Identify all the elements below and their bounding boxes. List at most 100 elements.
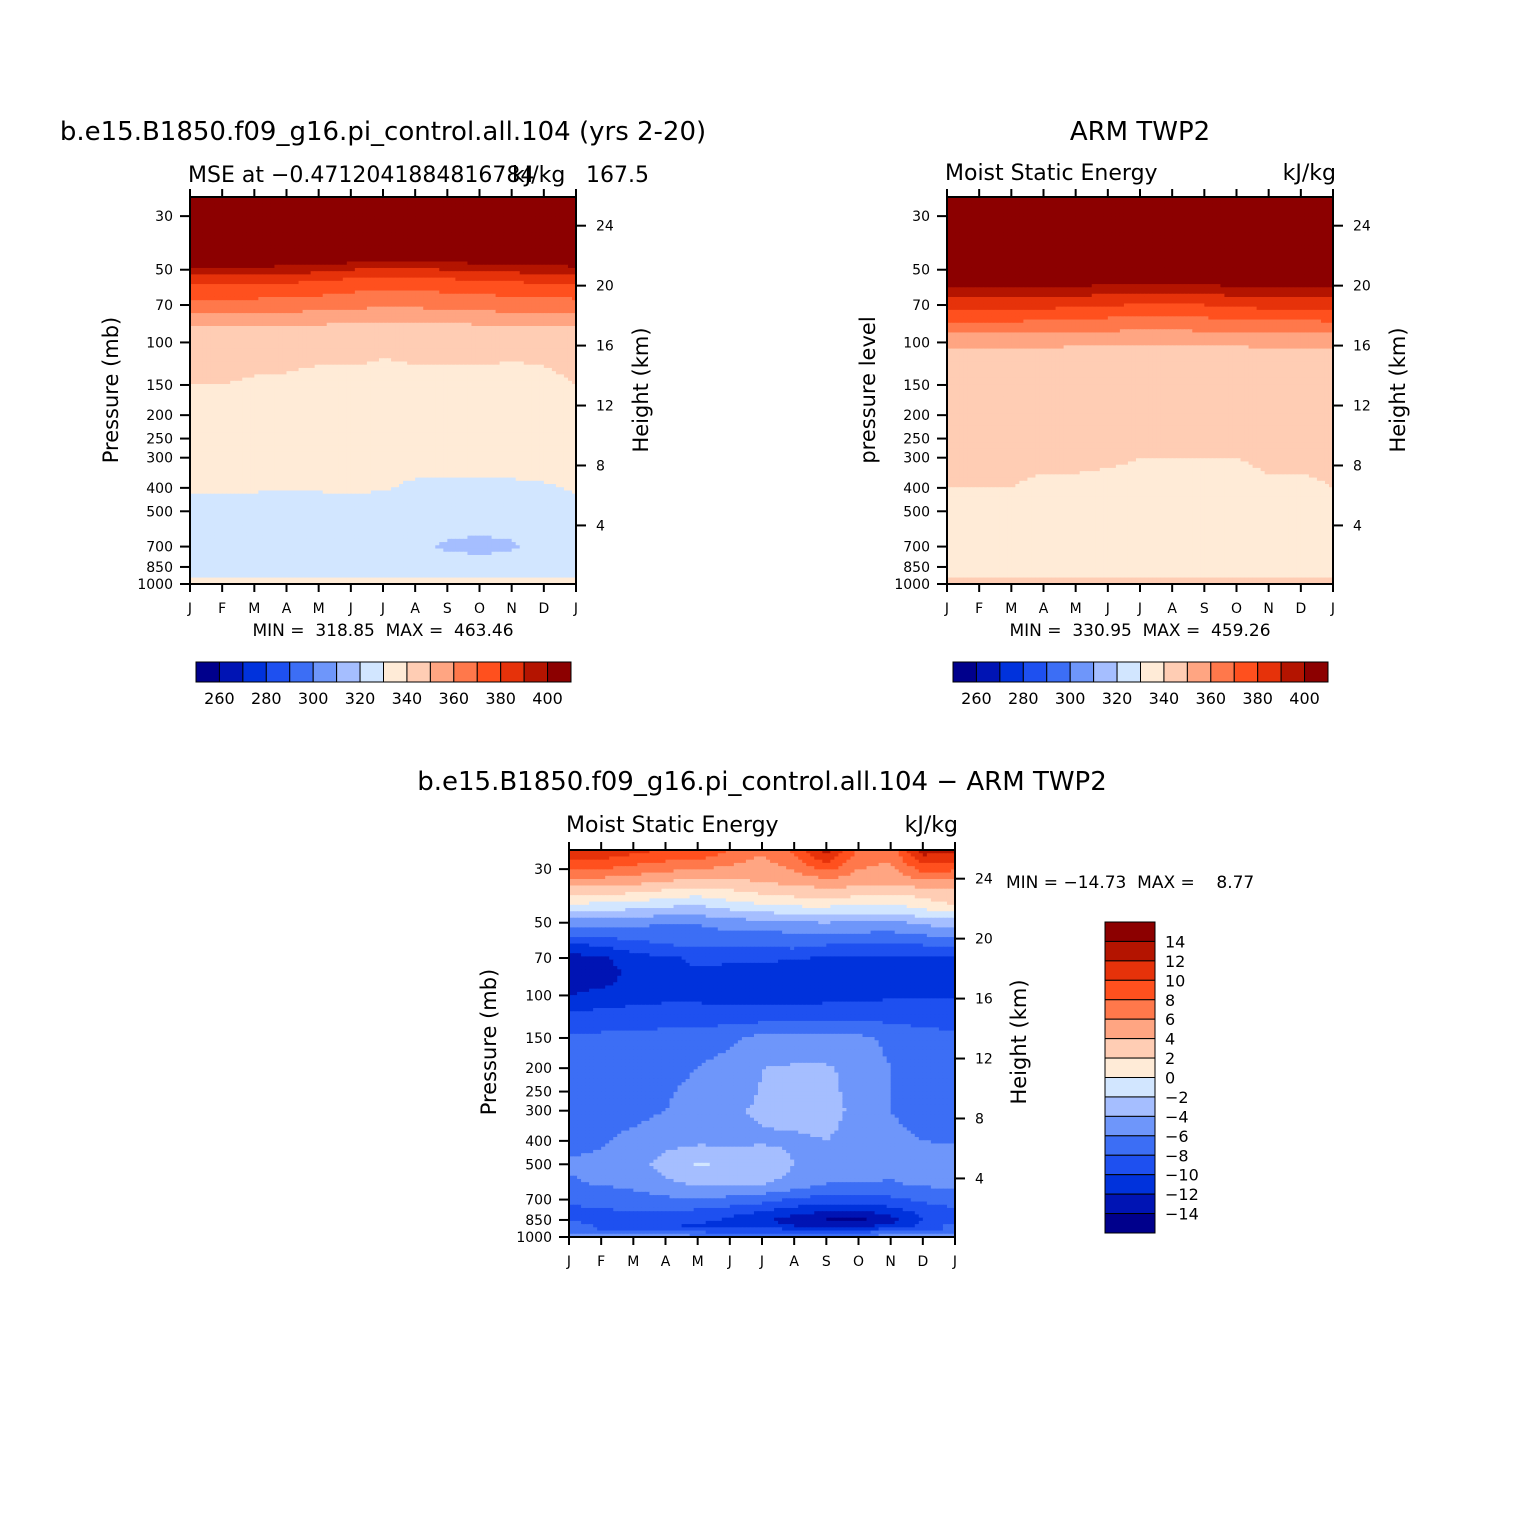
contour-cell — [479, 326, 485, 330]
contour-cell — [419, 238, 424, 243]
contour-cell — [427, 300, 432, 305]
contour-cell — [198, 332, 203, 337]
contour-cell — [202, 361, 207, 366]
contour-cell — [302, 248, 308, 253]
contour-cell — [238, 216, 243, 221]
contour-cell — [503, 213, 509, 217]
contour-cell — [226, 229, 231, 234]
contour-cell — [330, 251, 336, 256]
contour-cell — [463, 316, 469, 321]
contour-cell — [423, 238, 428, 243]
contour-cell — [254, 267, 259, 272]
contour-cell — [294, 361, 300, 366]
contour-cell — [559, 303, 565, 308]
contour-cell — [527, 306, 533, 311]
contour-cell — [194, 316, 199, 321]
contour-cell — [218, 329, 223, 334]
contour-cell — [338, 348, 344, 353]
contour-cell — [286, 329, 292, 334]
contour-cell — [298, 342, 304, 346]
contour-cell — [455, 358, 460, 363]
contour-cell — [455, 348, 460, 353]
contour-cell — [346, 358, 352, 363]
contour-cell — [531, 258, 537, 263]
contour-cell — [535, 342, 541, 346]
contour-cell — [519, 258, 525, 263]
contour-cell — [431, 200, 436, 205]
contour-cell — [374, 316, 380, 321]
contour-cell — [374, 293, 380, 298]
contour-cell — [471, 296, 477, 301]
contour-cell — [242, 229, 247, 234]
contour-cell — [415, 296, 420, 301]
contour-cell — [294, 229, 300, 234]
contour-cell — [318, 248, 324, 253]
contour-cell — [310, 303, 316, 308]
contour-cell — [531, 277, 537, 282]
contour-cell — [238, 313, 243, 317]
contour-cell — [314, 300, 320, 305]
contour-cell — [447, 348, 452, 353]
contour-cell — [543, 293, 549, 298]
contour-cell — [358, 251, 364, 256]
contour-cell — [407, 355, 412, 359]
contour-cell — [391, 274, 396, 279]
contour-cell — [475, 329, 481, 334]
contour-cell — [262, 284, 267, 288]
contour-cell — [234, 200, 239, 205]
contour-cell — [210, 287, 215, 292]
contour-cell — [282, 255, 288, 259]
contour-cell — [531, 303, 537, 308]
contour-cell — [475, 319, 481, 324]
contour-cell — [487, 355, 493, 359]
contour-cell — [387, 313, 392, 317]
contour-cell — [443, 358, 448, 363]
contour-cell — [246, 264, 251, 269]
contour-cell — [427, 293, 432, 298]
contour-cell — [370, 338, 376, 343]
contour-cell — [282, 358, 288, 363]
contour-cell — [551, 242, 557, 246]
contour-cell — [370, 335, 376, 340]
contour-cell — [262, 229, 267, 234]
contour-cell — [383, 229, 388, 234]
contour-cell — [419, 248, 424, 253]
contour-cell — [318, 216, 324, 221]
contour-cell — [222, 306, 227, 311]
contour-cell — [479, 355, 485, 359]
contour-cell — [298, 232, 304, 237]
contour-cell — [519, 235, 525, 240]
contour-cell — [519, 261, 525, 266]
contour-cell — [202, 271, 207, 276]
contour-cell — [242, 200, 247, 205]
contour-cell — [523, 242, 529, 246]
contour-cell — [423, 242, 428, 246]
contour-cell — [571, 293, 576, 298]
contour-cell — [447, 226, 452, 230]
contour-cell — [302, 203, 308, 208]
contour-cell — [334, 206, 340, 211]
contour-cell — [282, 361, 288, 366]
contour-cell — [539, 267, 545, 272]
contour-cell — [495, 322, 501, 327]
contour-cell — [226, 197, 231, 201]
contour-cell — [447, 238, 452, 243]
contour-cell — [342, 355, 348, 359]
contour-cell — [266, 255, 272, 259]
contour-cell — [463, 226, 469, 230]
contour-cell — [523, 206, 529, 211]
contour-cell — [539, 322, 545, 327]
contour-cell — [451, 326, 456, 330]
contour-cell — [202, 258, 207, 263]
contour-cell — [262, 361, 267, 366]
contour-cell — [451, 219, 456, 224]
contour-cell — [399, 303, 404, 308]
contour-cell — [198, 251, 203, 256]
contour-cell — [318, 226, 324, 230]
contour-cell — [338, 358, 344, 363]
contour-cell — [463, 287, 469, 292]
contour-cell — [499, 226, 505, 230]
contour-cell — [314, 303, 320, 308]
contour-cell — [411, 200, 416, 205]
contour-cell — [519, 229, 525, 234]
